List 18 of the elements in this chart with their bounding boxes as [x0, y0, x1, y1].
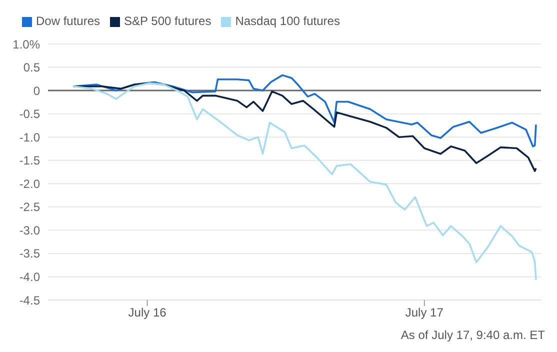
y-tick-label: 0: [33, 84, 40, 98]
y-tick-label: 1.0%: [12, 37, 40, 52]
y-tick-label: -4.5: [19, 293, 40, 308]
y-tick-label: -2.5: [19, 200, 40, 214]
legend-label: Nasdaq 100 futures: [235, 14, 340, 28]
y-tick-label: -1.5: [19, 154, 40, 168]
y-tick-label: -1.0: [19, 130, 40, 144]
y-tick-label: -3.5: [19, 246, 40, 261]
legend-label: Dow futures: [36, 14, 100, 28]
x-tick-label: July 16: [128, 306, 167, 320]
y-tick-label: -4.0: [19, 270, 40, 284]
y-tick-label: -2.0: [19, 176, 40, 191]
legend-label: S&P 500 futures: [124, 14, 212, 28]
y-tick-label: -3.0: [19, 223, 40, 238]
text: As of July 17, 9:40 a.m. ET: [400, 328, 546, 342]
x-tick-label: July 17: [405, 306, 444, 320]
y-tick-label: -0.5: [19, 107, 40, 122]
y-tick-label: 0.5: [23, 60, 40, 75]
